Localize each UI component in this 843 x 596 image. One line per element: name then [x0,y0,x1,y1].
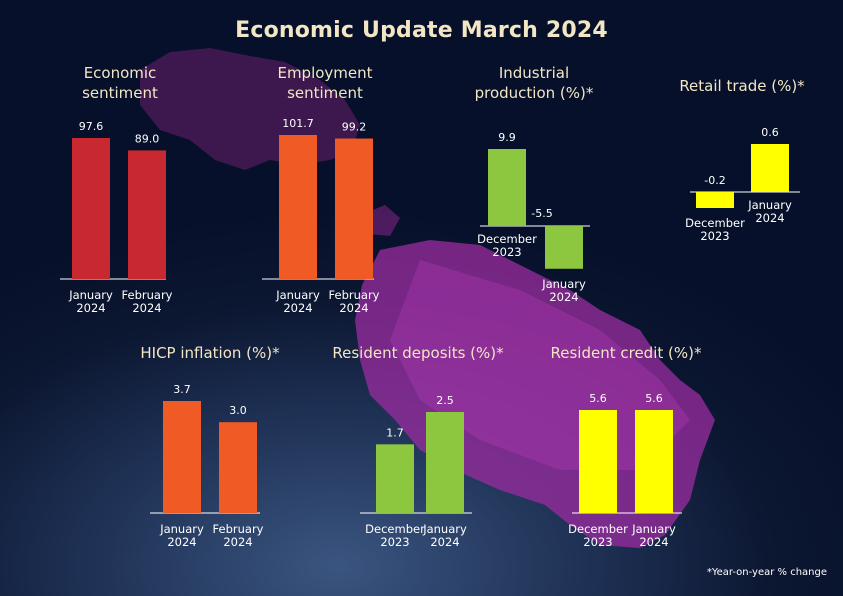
chart-3-category-label-1: December [477,232,537,246]
malta-island-shape [355,240,715,548]
chart-4-category-label-1: 2023 [700,229,729,243]
chart-1-title: sentiment [82,84,158,102]
chart-1-title: Economic [84,64,157,82]
chart-1-category-label-2: February [122,288,173,302]
chart-1-value-label-2: 89.0 [135,132,160,145]
chart-2-category-label-2: February [329,288,380,302]
chart-4-value-label-2: 0.6 [761,126,779,139]
chart-2-bar-1 [279,135,317,279]
chart-2-value-label-1: 101.7 [282,117,314,130]
chart-5-value-label-2: 3.0 [229,404,247,417]
chart-6-title: Resident deposits (%)* [332,344,504,362]
chart-5-category-label-1: January [159,522,204,536]
chart-2-value-label-2: 99.2 [342,121,367,134]
chart-6-category-label-1: 2023 [380,535,409,549]
chart-3-value-label-1: 9.9 [498,131,516,144]
chart-7-category-label-1: 2023 [583,535,612,549]
chart-2-title: Employment [277,64,372,82]
chart-5-category-label-1: 2024 [167,535,196,549]
chart-1-category-label-1: January [68,288,113,302]
chart-2-category-label-1: 2024 [283,301,312,315]
chart-1-category-label-1: 2024 [76,301,105,315]
chart-3-value-label-2: -5.5 [531,207,552,220]
chart-5-bar-2 [219,422,257,513]
chart-4-category-label-2: January [747,198,792,212]
chart-4-bar-2 [751,144,789,192]
chart-7-bar-1 [579,410,617,513]
chart-1-category-label-2: 2024 [132,301,161,315]
chart-7-category-label-2: 2024 [639,535,668,549]
footnote: *Year-on-year % change [706,567,827,578]
chart-6-category-label-1: December [365,522,425,536]
chart-4-bar-1 [696,192,734,208]
chart-6-category-label-2: 2024 [430,535,459,549]
chart-2-category-label-2: 2024 [339,301,368,315]
chart-5-category-label-2: February [213,522,264,536]
chart-6-bar-1 [376,444,414,513]
chart-4-title: Retail trade (%)* [679,77,805,95]
chart-7-value-label-1: 5.6 [589,392,607,405]
chart-3-bar-2 [545,226,583,269]
chart-1-value-label-1: 97.6 [79,120,104,133]
chart-3-bar-1 [488,149,526,226]
chart-6-value-label-2: 2.5 [436,394,454,407]
chart-5-category-label-2: 2024 [223,535,252,549]
chart-5-bar-1 [163,401,201,513]
page-title: Economic Update March 2024 [235,18,608,43]
chart-5-title: HICP inflation (%)* [140,344,280,362]
chart-7-bar-2 [635,410,673,513]
chart-4-category-label-2: 2024 [755,211,784,225]
chart-4-value-label-1: -0.2 [704,174,725,187]
chart-7-value-label-2: 5.6 [645,392,663,405]
chart-1-bar-1 [72,138,110,279]
chart-7-category-label-1: December [568,522,628,536]
chart-6-bar-2 [426,412,464,513]
chart-5-value-label-1: 3.7 [173,383,191,396]
chart-4-category-label-1: December [685,216,745,230]
chart-2-bar-2 [335,138,373,279]
chart-2-title: sentiment [287,84,363,102]
chart-3-title: Industrial [499,64,569,82]
chart-3-category-label-1: 2023 [492,245,521,259]
chart-3-category-label-2: 2024 [549,290,578,304]
chart-6-category-label-2: January [422,522,467,536]
chart-7-category-label-2: January [631,522,676,536]
chart-3-category-label-2: January [541,277,586,291]
chart-2-category-label-1: January [275,288,320,302]
chart-6-value-label-1: 1.7 [386,426,404,439]
chart-7-title: Resident credit (%)* [551,344,702,362]
chart-1-bar-2 [128,150,166,279]
chart-3-title: production (%)* [475,84,594,102]
